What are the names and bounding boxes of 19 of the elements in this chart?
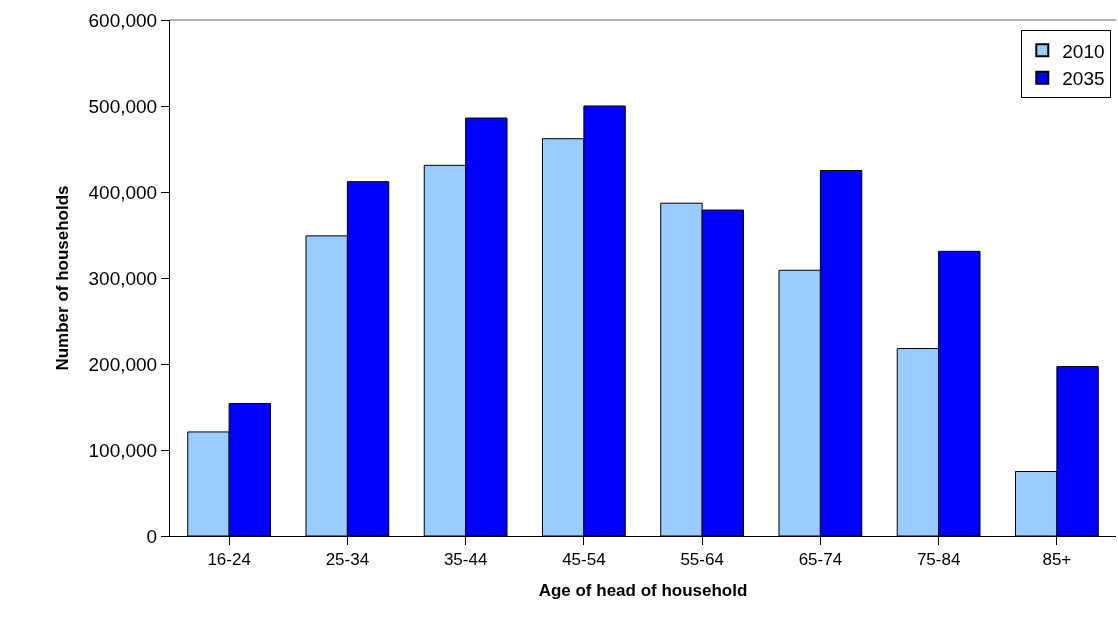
x-tick-label: 75-84: [916, 550, 961, 570]
x-axis-title: Age of head of household: [538, 580, 748, 600]
y-tick-label: 0: [146, 525, 158, 547]
x-tick-label: 16-24: [207, 550, 251, 570]
x-tick-label: 25-34: [325, 550, 370, 570]
x-tick-label: 85+: [1042, 550, 1072, 570]
y-tick-label: 100,000: [88, 439, 158, 461]
y-axis-title: Number of households: [53, 185, 73, 371]
x-tick-label: 35-44: [443, 550, 488, 570]
y-tick-label: 600,000: [88, 9, 158, 31]
y-tick-label: 200,000: [88, 353, 158, 375]
x-tick-label: 55-64: [680, 550, 724, 570]
x-tick-label: 65-74: [798, 550, 843, 570]
legend-label: 2035: [1062, 68, 1105, 90]
legend-label: 2010: [1062, 40, 1105, 62]
y-tick-label: 500,000: [88, 95, 158, 117]
y-tick-label: 300,000: [88, 267, 158, 289]
x-tick-label: 45-54: [562, 550, 606, 570]
y-tick-label: 400,000: [88, 181, 158, 203]
